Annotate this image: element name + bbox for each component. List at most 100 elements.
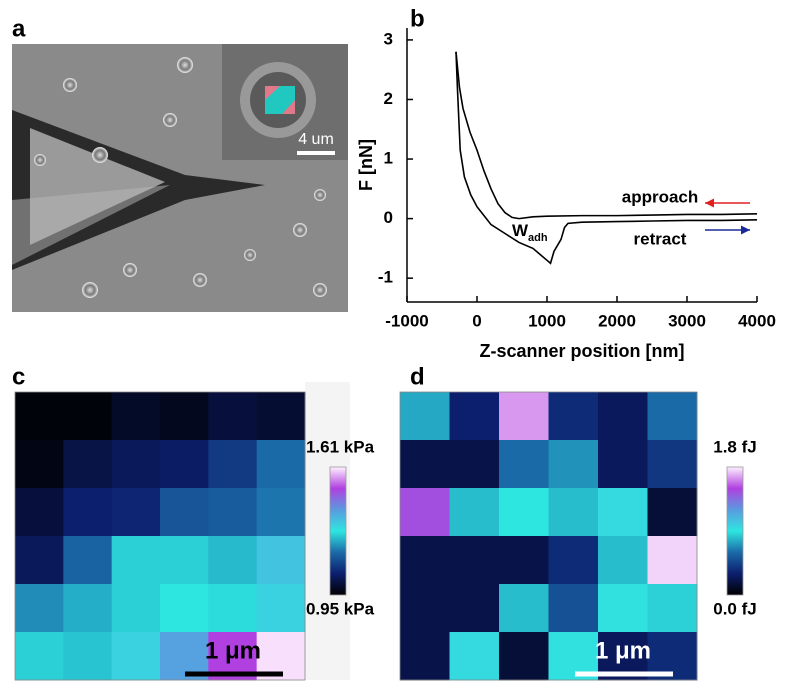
micrograph bbox=[12, 44, 348, 312]
x-tick-label: 0 bbox=[472, 311, 481, 330]
heatmap-cell bbox=[160, 488, 209, 537]
annotation: Wadh bbox=[512, 221, 548, 243]
heatmap-cell bbox=[449, 584, 500, 633]
heatmap-cell bbox=[63, 440, 113, 489]
heatmap-frame bbox=[14, 391, 306, 681]
heatmap-cell bbox=[647, 392, 698, 441]
heatmap-cell bbox=[160, 440, 209, 489]
heatmap-cell bbox=[598, 392, 648, 441]
heatmap-cell bbox=[598, 584, 648, 633]
heatmap-cell bbox=[400, 440, 450, 489]
heatmap-cell bbox=[499, 488, 549, 537]
x-tick-label: 1000 bbox=[528, 311, 566, 330]
heatmap-cell bbox=[63, 392, 113, 441]
heatmap-cell bbox=[499, 440, 549, 489]
heatmap-cell bbox=[63, 488, 113, 537]
y-tick-label: 1 bbox=[384, 149, 393, 168]
scale-bar-label: 1 μm bbox=[205, 637, 261, 664]
y-tick-label: 2 bbox=[384, 89, 393, 108]
colorbar-label: 1.61 kPa bbox=[306, 437, 375, 456]
heatmap-cell bbox=[499, 584, 549, 633]
heatmap-cell bbox=[548, 488, 599, 537]
heatmap-cell bbox=[449, 536, 500, 585]
y-axis-label: F [nN] bbox=[356, 139, 376, 191]
scale-bar-label: 4 um bbox=[298, 131, 334, 148]
heatmap-cell bbox=[548, 536, 599, 585]
y-tick-label: 3 bbox=[384, 29, 393, 48]
heatmap-cell bbox=[548, 392, 599, 441]
heatmap-cell bbox=[647, 536, 698, 585]
heatmap-cell bbox=[63, 584, 113, 633]
heatmap-cell bbox=[449, 440, 500, 489]
x-tick-label: 3000 bbox=[668, 311, 706, 330]
data-line bbox=[455, 51, 758, 220]
heatmap-cell bbox=[256, 536, 306, 585]
heatmap-cell bbox=[499, 536, 549, 585]
colorbar-label: 0.0 fJ bbox=[713, 599, 756, 618]
heatmap-cell bbox=[15, 584, 64, 633]
panel-label: a bbox=[12, 15, 26, 42]
heatmap-cell bbox=[15, 392, 64, 441]
data-line bbox=[455, 51, 758, 265]
heatmap-cell bbox=[15, 488, 64, 537]
heatmap-cell bbox=[15, 440, 64, 489]
heatmap-cell bbox=[400, 488, 450, 537]
heatmap-cell bbox=[208, 536, 258, 585]
heatmap-cell bbox=[208, 488, 258, 537]
heatmap-cell bbox=[598, 440, 648, 489]
heatmap-cell bbox=[111, 584, 161, 633]
y-tick-label: 0 bbox=[384, 208, 393, 227]
heatmap-cell bbox=[111, 536, 161, 585]
heatmap-cell bbox=[400, 392, 450, 441]
heatmap-cell bbox=[499, 632, 549, 681]
heatmap-cell bbox=[160, 536, 209, 585]
heatmap-cell bbox=[598, 536, 648, 585]
colorbar bbox=[329, 466, 347, 596]
heatmap-cell bbox=[449, 488, 500, 537]
heatmap-cell bbox=[111, 440, 161, 489]
heatmap-cell bbox=[449, 392, 500, 441]
heatmap-cell bbox=[160, 392, 209, 441]
colorbar bbox=[726, 466, 744, 596]
heatmap-cell bbox=[647, 488, 698, 537]
y-tick-label: -1 bbox=[378, 268, 393, 287]
panel-label: b bbox=[410, 5, 425, 32]
heatmap-cell bbox=[160, 584, 209, 633]
scale-bar-label: 1 μm bbox=[595, 637, 651, 664]
heatmap-cell bbox=[111, 632, 161, 681]
heatmap-cell bbox=[208, 392, 258, 441]
heatmap-cell bbox=[548, 440, 599, 489]
heatmap-cell bbox=[15, 536, 64, 585]
heatmap-cell bbox=[208, 440, 258, 489]
heatmap-cell bbox=[400, 632, 450, 681]
heatmap-cell bbox=[400, 584, 450, 633]
heatmap-cell bbox=[256, 584, 306, 633]
x-tick-label: 4000 bbox=[738, 311, 776, 330]
heatmap-cell bbox=[256, 440, 306, 489]
series-label: retract bbox=[634, 229, 687, 248]
heatmap-cell bbox=[111, 392, 161, 441]
heatmap-cell bbox=[63, 632, 113, 681]
heatmap-cell bbox=[647, 584, 698, 633]
heatmap-cell bbox=[449, 632, 500, 681]
heatmap-cell bbox=[548, 584, 599, 633]
heatmap-cell bbox=[63, 536, 113, 585]
heatmap-cell bbox=[111, 488, 161, 537]
panel-label: c bbox=[12, 363, 25, 390]
series-label: approach bbox=[622, 187, 699, 206]
heatmap-frame bbox=[399, 391, 698, 681]
x-tick-label: -1000 bbox=[385, 311, 428, 330]
heatmap-cell bbox=[256, 488, 306, 537]
heatmap-cell bbox=[400, 536, 450, 585]
annotation-main: W bbox=[512, 221, 529, 240]
colorbar-label: 1.8 fJ bbox=[713, 437, 756, 456]
heatmap-cell bbox=[499, 392, 549, 441]
heatmap-cell bbox=[598, 488, 648, 537]
x-tick-label: 2000 bbox=[598, 311, 636, 330]
heatmap-cell bbox=[208, 584, 258, 633]
heatmap-cell bbox=[15, 632, 64, 681]
panel-label: d bbox=[410, 363, 425, 390]
annotation-sub: adh bbox=[528, 232, 548, 244]
